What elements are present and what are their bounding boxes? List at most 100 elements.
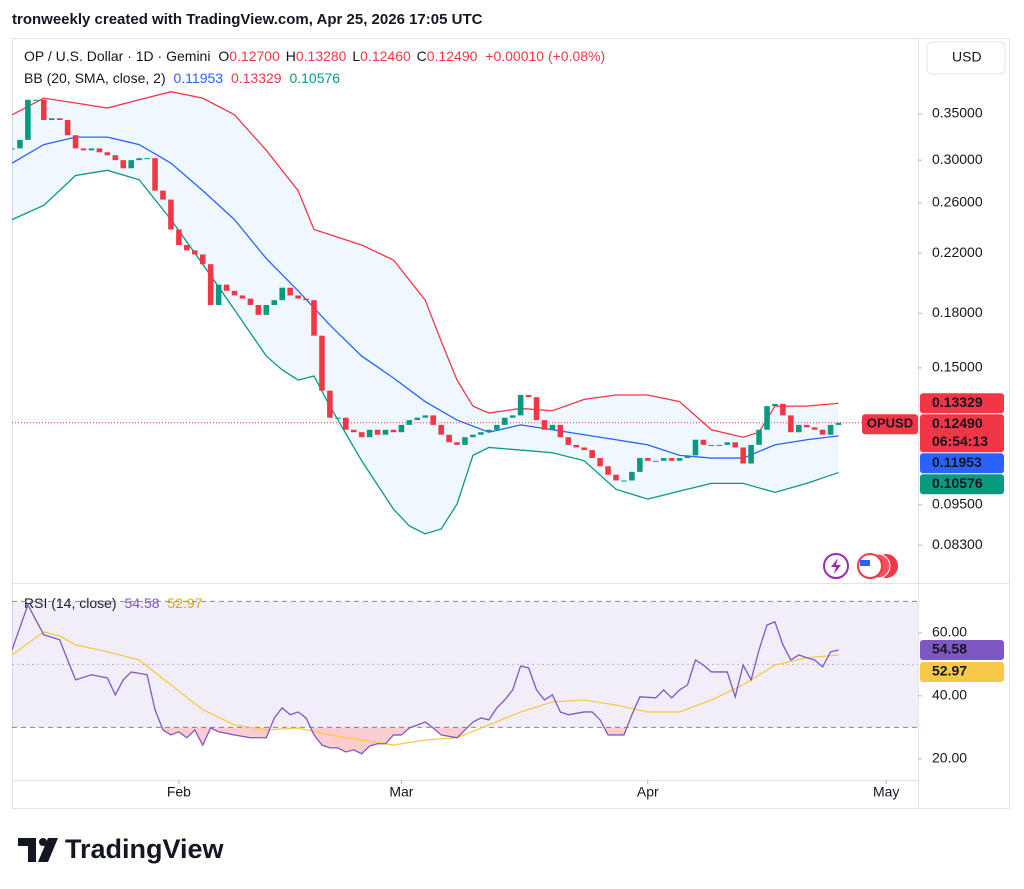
- candle: [533, 397, 540, 421]
- rsi-ma-value: 52.97: [167, 595, 202, 611]
- rsi-badge-label: 52.97: [932, 663, 967, 679]
- candle: [541, 420, 548, 430]
- candle: [287, 287, 293, 296]
- candle: [136, 158, 142, 161]
- price-pane: [12, 91, 918, 535]
- y-tick-label: 40.00: [932, 687, 967, 703]
- candle: [25, 99, 31, 140]
- candle: [128, 160, 134, 169]
- rsi-value: 54.58: [124, 595, 159, 611]
- y-tick-label: 0.26000: [932, 194, 983, 210]
- logo-text: TradingView: [65, 834, 225, 864]
- candle: [207, 264, 214, 306]
- candle: [748, 444, 754, 464]
- candle: [756, 429, 762, 445]
- ohlc-key: C: [417, 48, 427, 64]
- y-tick-label: 0.30000: [932, 151, 983, 167]
- candle: [199, 254, 206, 265]
- bb-title: BB (20, SMA, close, 2): [24, 70, 166, 86]
- candle: [525, 395, 532, 398]
- candle: [605, 466, 611, 475]
- candle: [303, 298, 309, 301]
- ohlc-key: L: [352, 48, 360, 64]
- candle: [96, 148, 103, 153]
- candle: [708, 444, 715, 446]
- candle: [311, 300, 317, 336]
- candle: [168, 199, 174, 230]
- symbol-tag-label: OPUSD: [867, 416, 913, 431]
- candle: [263, 305, 270, 315]
- candle: [215, 284, 222, 306]
- candle: [192, 250, 198, 255]
- candle: [684, 455, 691, 459]
- y-tick-label: 0.35000: [932, 105, 983, 121]
- price-badge-label: 0.13329: [932, 394, 983, 410]
- currency-button[interactable]: [926, 41, 1006, 75]
- x-tick-label: Feb: [167, 784, 191, 800]
- candle: [478, 432, 484, 435]
- y-tick-label: 60.00: [932, 624, 967, 640]
- price-badge-label: 0.11953: [932, 454, 982, 470]
- candle: [112, 155, 119, 161]
- y-tick-label: 0.08300: [932, 536, 983, 552]
- candle: [223, 284, 230, 291]
- bb-line: [12, 136, 839, 459]
- lightning-glyph: [831, 558, 841, 574]
- bb-fill: [12, 91, 839, 534]
- price-badge: [920, 474, 1004, 495]
- candle: [120, 160, 127, 169]
- candle: [692, 439, 699, 456]
- candle: [780, 403, 786, 416]
- y-tick-label: 0.22000: [932, 244, 983, 260]
- candle: [557, 424, 564, 438]
- candle: [343, 417, 349, 430]
- candle: [676, 458, 683, 461]
- candle: [700, 439, 707, 445]
- candle: [637, 458, 643, 472]
- rsi-badge-label: 54.58: [932, 641, 967, 657]
- candle: [740, 447, 746, 464]
- x-tick-label: Apr: [637, 784, 659, 800]
- logo-mark: [38, 838, 58, 862]
- candle: [295, 295, 301, 299]
- logo-mark: [39, 838, 47, 846]
- rsi-legend: RSI (14, close) 54.58 52.97: [24, 595, 203, 611]
- candle: [788, 415, 794, 433]
- candle: [597, 458, 603, 467]
- candle: [176, 229, 182, 246]
- candle: [350, 429, 357, 433]
- candle: [104, 152, 111, 156]
- price-badge-label: 06:54:13: [932, 433, 988, 449]
- candle: [835, 422, 842, 425]
- x-tick-label: May: [873, 784, 899, 800]
- candle: [319, 335, 325, 391]
- candle: [160, 190, 166, 200]
- candle: [629, 471, 635, 481]
- candle: [668, 458, 675, 461]
- footer-logo: TradingView: [18, 834, 225, 864]
- candle: [255, 305, 262, 315]
- price-badge-label: 0.10576: [932, 475, 983, 491]
- candle: [72, 135, 79, 149]
- bb-lower-value: 0.10576: [289, 70, 340, 86]
- candle: [438, 424, 444, 435]
- rsi-title: RSI (14, close): [24, 595, 117, 611]
- logo-mark: [18, 838, 36, 862]
- candle: [645, 458, 651, 461]
- candle: [279, 287, 285, 301]
- bb-basis-value: 0.11953: [174, 70, 224, 86]
- candle: [764, 406, 770, 430]
- symbol-tag: [862, 414, 918, 435]
- candle: [144, 158, 150, 160]
- candle: [390, 429, 397, 433]
- candle: [811, 427, 818, 430]
- symbol-title: OP / U.S. Dollar · 1D · Gemini: [24, 48, 210, 64]
- y-tick-label: 0.18000: [932, 304, 983, 320]
- candle: [494, 424, 500, 430]
- candle: [803, 424, 810, 428]
- candle: [358, 432, 365, 438]
- candle: [88, 148, 95, 151]
- candle: [446, 434, 452, 443]
- candle: [327, 390, 333, 418]
